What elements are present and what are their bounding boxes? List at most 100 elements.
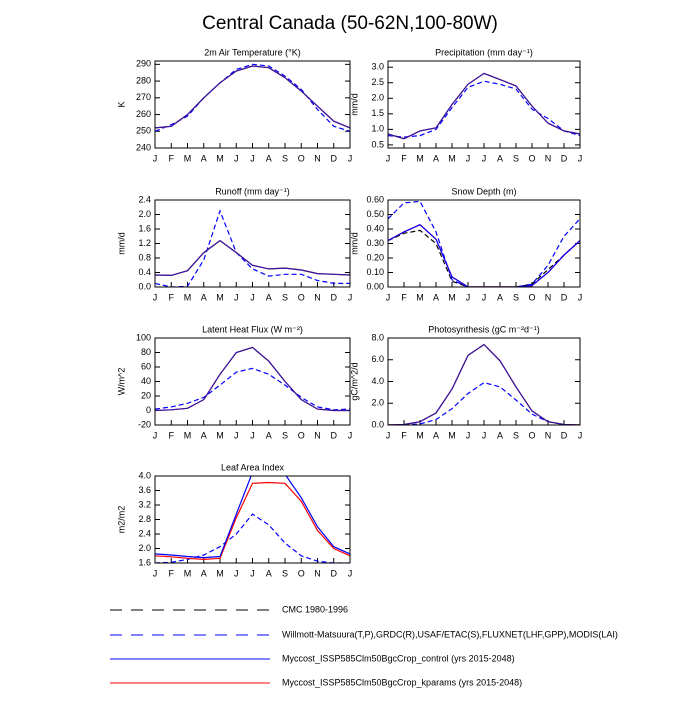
x-tick-label: S: [513, 292, 519, 302]
x-tick-label: J: [234, 292, 239, 302]
series-line: [155, 346, 350, 412]
x-tick-label: O: [298, 430, 305, 440]
x-tick-label: N: [545, 292, 552, 302]
x-tick-label: F: [401, 153, 407, 163]
x-tick-label: M: [216, 568, 224, 578]
x-tick-label: A: [201, 292, 207, 302]
y-tick-label: 2.5: [371, 77, 384, 87]
y-tick-label: 8.0: [371, 332, 384, 342]
panel-title: Leaf Area Index: [221, 462, 285, 472]
x-tick-label: J: [250, 153, 255, 163]
panel-title: Latent Heat Flux (W m⁻²): [202, 324, 303, 334]
x-tick-label: A: [201, 153, 207, 163]
series-line: [155, 476, 350, 559]
x-tick-label: O: [528, 430, 535, 440]
panel: Leaf Area Index m2/m2 1.6 2.0 2.4 2.8 3.2 3.6 4.…: [116, 462, 352, 578]
x-tick-label: J: [482, 430, 487, 440]
x-tick-label: N: [545, 153, 552, 163]
plot-frame: [154, 337, 351, 426]
y-tick-label: 2.0: [138, 209, 151, 219]
series-line: [155, 513, 350, 563]
x-tick-label: J: [250, 292, 255, 302]
x-tick-label: J: [348, 568, 353, 578]
plot-frame: [154, 199, 351, 288]
y-tick-label: 2.4: [138, 528, 151, 538]
x-tick-label: S: [282, 153, 288, 163]
series-line: [388, 381, 580, 425]
y-tick-label: 0.8: [138, 252, 151, 262]
plot-frame: [387, 199, 581, 288]
legend-label: Myccost_ISSP585Clm50BgcCrop_control (yrs…: [282, 653, 515, 663]
panel: Photosynthesis (gC m⁻²d⁻¹) gC/m^2/d 0.0 2.0…: [349, 324, 582, 440]
x-tick-label: D: [331, 292, 338, 302]
panel: Precipitation (mm day⁻¹) mm/d 0.5 1.0 1.5 2.0…: [349, 47, 582, 163]
y-tick-label: 2.0: [371, 398, 384, 408]
x-tick-label: J: [250, 430, 255, 440]
series-line: [388, 72, 580, 140]
x-tick-label: J: [153, 292, 158, 302]
x-tick-label: M: [216, 292, 224, 302]
x-tick-label: N: [314, 153, 321, 163]
panel-title: Runoff (mm day⁻¹): [215, 186, 290, 196]
x-tick-label: M: [216, 430, 224, 440]
x-tick-label: O: [298, 153, 305, 163]
x-tick-label: M: [184, 568, 192, 578]
legend-label: CMC 1980-1996: [282, 604, 348, 614]
y-axis-label: K: [116, 101, 126, 107]
y-tick-label: 1.6: [138, 557, 151, 567]
legend-label: Willmott-Matsuura(T,P),GRDC(R),USAF/ETAC…: [282, 629, 618, 639]
x-tick-label: A: [266, 568, 272, 578]
y-tick-label: 0.0: [371, 419, 384, 429]
y-tick-label: 6.0: [371, 354, 384, 364]
y-tick-label: -20: [138, 419, 151, 429]
legend-label: Myccost_ISSP585Clm50BgcCrop_kparams (yrs…: [282, 677, 522, 687]
y-tick-label: 3.2: [138, 499, 151, 509]
x-tick-label: J: [482, 153, 487, 163]
x-tick-label: M: [416, 430, 424, 440]
y-tick-label: 0.4: [138, 267, 151, 277]
x-tick-label: A: [433, 153, 439, 163]
y-axis-label: mm/d: [349, 93, 359, 116]
y-tick-label: 2.8: [138, 514, 151, 524]
x-tick-label: D: [331, 430, 338, 440]
x-tick-label: M: [448, 292, 456, 302]
y-axis-label: m2/m2: [116, 506, 126, 534]
y-tick-label: 20: [141, 390, 151, 400]
x-tick-label: D: [561, 153, 568, 163]
x-tick-label: J: [466, 153, 471, 163]
x-tick-label: J: [386, 153, 391, 163]
y-tick-label: 290: [136, 59, 151, 69]
y-tick-label: 280: [136, 75, 151, 85]
y-tick-label: 1.0: [371, 124, 384, 134]
y-tick-label: 40: [141, 376, 151, 386]
x-tick-label: S: [282, 292, 288, 302]
x-tick-label: J: [578, 430, 583, 440]
series-line: [155, 481, 350, 561]
x-tick-label: M: [416, 153, 424, 163]
y-tick-label: 4.0: [138, 470, 151, 480]
y-tick-label: 1.2: [138, 238, 151, 248]
plot-frame: [387, 337, 581, 426]
panel: Snow Depth (m) mm/d 0.00 0.10 0.20 0.30 0.40 0.…: [349, 186, 582, 302]
x-tick-label: F: [169, 292, 175, 302]
panel-title: Snow Depth (m): [451, 186, 516, 196]
series-line: [388, 80, 580, 138]
x-tick-label: J: [234, 568, 239, 578]
plot-frame: [154, 475, 351, 564]
y-tick-label: 2.0: [138, 543, 151, 553]
y-tick-label: 0.5: [371, 139, 384, 149]
x-tick-label: A: [201, 568, 207, 578]
x-tick-label: J: [386, 292, 391, 302]
series-line: [388, 72, 580, 140]
x-tick-label: O: [528, 292, 535, 302]
y-axis-label: gC/m^2/d: [349, 362, 359, 400]
x-tick-label: A: [266, 153, 272, 163]
panel-title: 2m Air Temperature (°K): [204, 47, 300, 57]
plot-frame: [154, 60, 351, 149]
x-tick-label: J: [482, 292, 487, 302]
series-line: [155, 239, 350, 277]
series-line: [155, 63, 350, 132]
x-tick-label: M: [184, 430, 192, 440]
y-tick-label: 240: [136, 142, 151, 152]
x-tick-label: M: [184, 153, 192, 163]
